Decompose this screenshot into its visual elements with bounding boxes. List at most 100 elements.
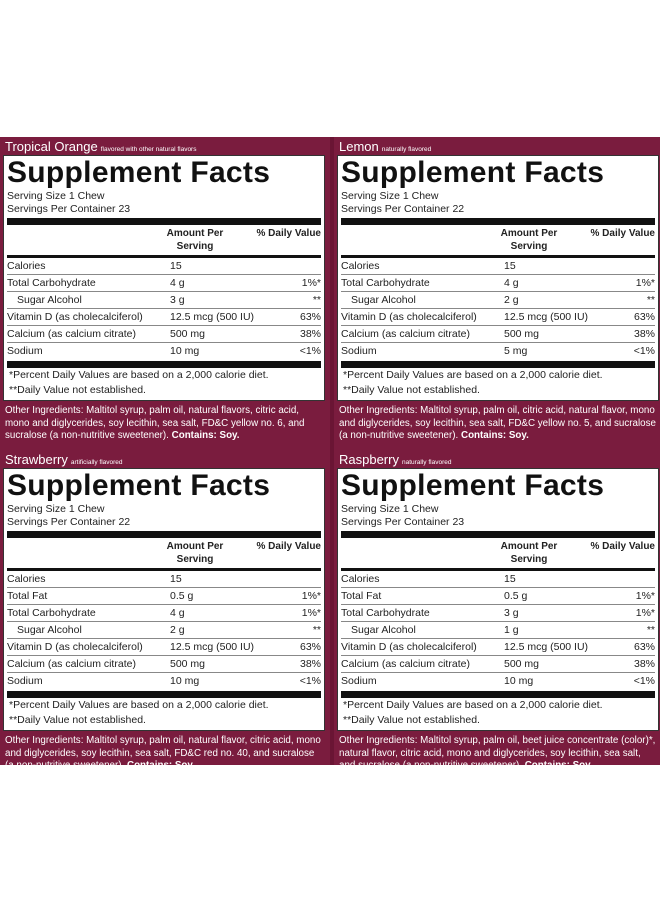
nutrient-daily-value: <1%	[299, 675, 321, 687]
nutrient-row: Calories 15	[341, 258, 655, 275]
nutrient-row: Calcium (as calcium citrate) 500 mg 38%	[7, 326, 321, 343]
supplement-facts-box: Supplement Facts Serving Size 1 Chew Ser…	[337, 468, 659, 731]
footnote-daily-values: *Percent Daily Values are based on a 2,0…	[343, 369, 603, 381]
nutrient-name: Sugar Alcohol	[351, 294, 416, 306]
nutrient-row: Calcium (as calcium citrate) 500 mg 38%	[341, 326, 655, 343]
nutrient-amount: 12.5 mcg (500 IU)	[170, 311, 255, 323]
nutrient-row: Sodium 10 mg <1%	[7, 673, 321, 689]
supplement-facts-box: Supplement Facts Serving Size 1 Chew Ser…	[337, 155, 659, 401]
nutrient-name: Calories	[341, 260, 380, 272]
nutrient-amount: 15	[170, 260, 182, 272]
nutrient-name: Sodium	[341, 345, 377, 357]
allergen-statement: Contains: Soy.	[461, 430, 529, 441]
nutrient-daily-value: 1%*	[635, 277, 655, 289]
nutrient-amount: 1 g	[504, 624, 519, 636]
nutrient-daily-value: 63%	[633, 641, 655, 653]
nutrient-row: Sugar Alcohol 3 g **	[7, 292, 321, 309]
nutrient-daily-value: 38%	[633, 658, 655, 670]
nutrient-daily-value	[605, 571, 655, 587]
nutrient-name: Total Carbohydrate	[7, 277, 96, 289]
nutrient-amount: 10 mg	[170, 675, 200, 687]
nutrient-daily-value: <1%	[299, 345, 321, 357]
nutrient-name: Sodium	[7, 345, 43, 357]
nutrient-name: Total Fat	[341, 590, 382, 602]
nutrient-amount: 4 g	[170, 607, 185, 619]
ingredients-text: Other Ingredients: Maltitol syrup, palm …	[5, 405, 305, 441]
nutrient-daily-value	[271, 571, 321, 587]
panel-divider	[330, 137, 334, 765]
nutrient-amount: 4 g	[170, 277, 185, 289]
nutrient-row: Total Carbohydrate 4 g 1%*	[7, 275, 321, 292]
nutrient-amount: 3 g	[170, 294, 185, 306]
allergen-statement: Contains: Soy.	[171, 430, 240, 441]
table-header: Amount Per Serving % Daily Value	[341, 538, 655, 568]
flavor-name: Raspberry	[339, 452, 399, 467]
nutrient-amount: 0.5 g	[504, 590, 528, 602]
nutrient-amount: 3 g	[504, 607, 519, 619]
nutrient-daily-value: 1%*	[301, 607, 321, 619]
amount-header: Amount Per Serving	[166, 228, 224, 252]
servings-per-container: Servings Per Container 22	[341, 203, 465, 215]
nutrient-daily-value: 63%	[299, 311, 321, 323]
nutrient-amount: 500 mg	[170, 328, 206, 340]
nutrient-row: Total Fat 0.5 g 1%*	[341, 588, 655, 605]
nutrient-name: Calcium (as calcium citrate)	[7, 658, 136, 670]
supplement-panel: Raspberry naturally flavored Supplement F…	[337, 452, 659, 773]
serving-size: Serving Size 1 Chew	[7, 503, 105, 515]
thick-rule	[7, 531, 321, 538]
thick-rule	[341, 361, 655, 368]
nutrient-name: Sugar Alcohol	[351, 624, 416, 636]
serving-size: Serving Size 1 Chew	[341, 503, 439, 515]
nutrient-row: Total Carbohydrate 4 g 1%*	[7, 605, 321, 622]
other-ingredients: Other Ingredients: Maltitol syrup, palm …	[337, 405, 659, 443]
nutrient-row: Calcium (as calcium citrate) 500 mg 38%	[7, 656, 321, 673]
amount-header: Amount Per Serving	[500, 228, 558, 252]
nutrient-name: Calcium (as calcium citrate)	[341, 328, 470, 340]
nutrient-amount: 12.5 mcg (500 IU)	[504, 311, 589, 323]
flavor-name: Lemon	[339, 139, 379, 154]
footnote-daily-values: *Percent Daily Values are based on a 2,0…	[9, 369, 269, 381]
nutrient-row: Sodium 5 mg <1%	[341, 343, 655, 359]
footnote-daily-values: *Percent Daily Values are based on a 2,0…	[343, 699, 603, 711]
nutrient-daily-value	[605, 258, 655, 274]
flavor-name: Strawberry	[5, 452, 68, 467]
amount-header: Amount Per Serving	[166, 541, 224, 565]
nutrient-row: Calcium (as calcium citrate) 500 mg 38%	[341, 656, 655, 673]
supplement-facts-title: Supplement Facts	[7, 469, 271, 502]
nutrient-daily-value: **	[312, 624, 321, 636]
nutrient-daily-value: <1%	[633, 675, 655, 687]
nutrient-name: Sugar Alcohol	[17, 294, 82, 306]
medium-rule	[341, 568, 655, 571]
footnote-not-established: **Daily Value not established.	[343, 714, 480, 726]
supplement-facts-box: Supplement Facts Serving Size 1 Chew Ser…	[3, 155, 325, 401]
thick-rule	[341, 218, 655, 225]
nutrient-daily-value: <1%	[633, 345, 655, 357]
serving-size: Serving Size 1 Chew	[7, 190, 105, 202]
nutrient-name: Calcium (as calcium citrate)	[341, 658, 470, 670]
footnote-not-established: **Daily Value not established.	[9, 714, 146, 726]
table-header: Amount Per Serving % Daily Value	[7, 538, 321, 568]
daily-value-header: % Daily Value	[590, 541, 655, 552]
nutrient-daily-value	[271, 258, 321, 274]
ingredients-text: Other Ingredients: Maltitol syrup, palm …	[5, 735, 321, 771]
nutrient-row: Vitamin D (as cholecalciferol) 12.5 mcg …	[341, 309, 655, 326]
nutrient-amount: 15	[504, 573, 516, 585]
nutrient-name: Calories	[341, 573, 380, 585]
supplement-facts-title: Supplement Facts	[341, 156, 605, 189]
nutrient-amount: 2 g	[170, 624, 185, 636]
supplement-facts-title: Supplement Facts	[7, 156, 271, 189]
thick-rule	[7, 218, 321, 225]
nutrient-row: Total Carbohydrate 3 g 1%*	[341, 605, 655, 622]
nutrient-daily-value: **	[312, 294, 321, 306]
nutrient-name: Calories	[7, 573, 46, 585]
nutrient-amount: 12.5 mcg (500 IU)	[170, 641, 255, 653]
nutrient-name: Total Carbohydrate	[7, 607, 96, 619]
nutrient-name: Sodium	[7, 675, 43, 687]
nutrient-amount: 0.5 g	[170, 590, 194, 602]
nutrient-row: Total Fat 0.5 g 1%*	[7, 588, 321, 605]
nutrient-amount: 10 mg	[504, 675, 534, 687]
nutrient-name: Sodium	[341, 675, 377, 687]
supplement-facts-box: Supplement Facts Serving Size 1 Chew Ser…	[3, 468, 325, 731]
nutrient-name: Total Fat	[7, 590, 48, 602]
nutrient-row: Sodium 10 mg <1%	[341, 673, 655, 689]
